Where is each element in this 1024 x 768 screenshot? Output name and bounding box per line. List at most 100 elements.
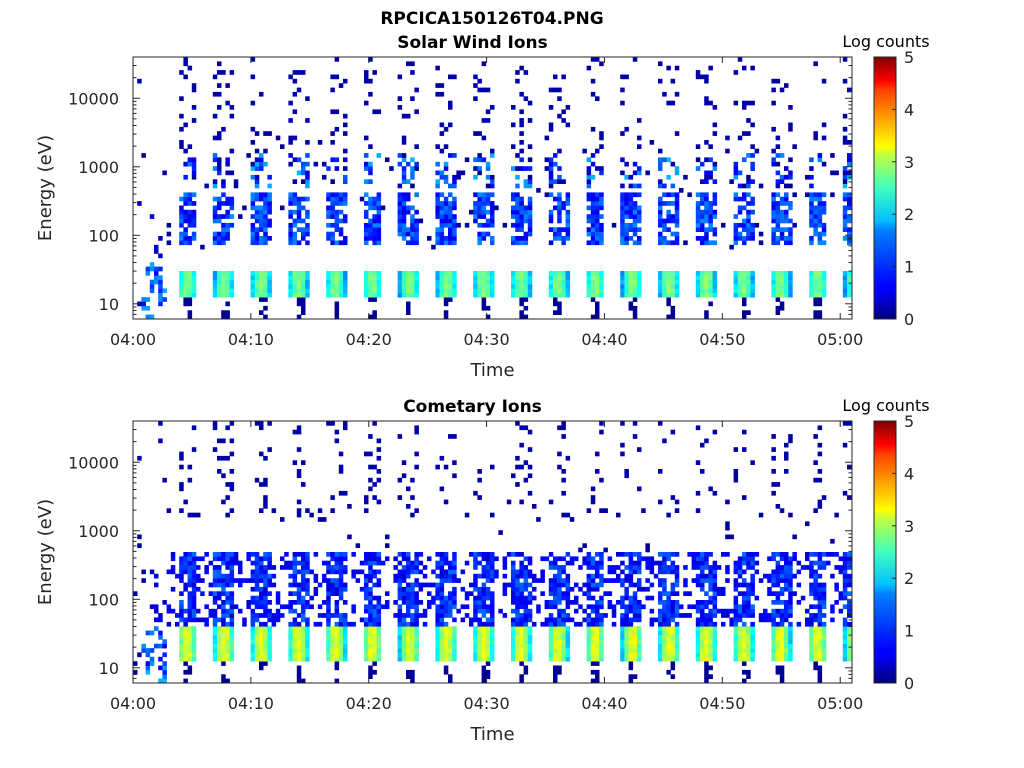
heatmap-cell <box>733 469 739 474</box>
heatmap-cell <box>343 626 348 631</box>
heatmap-cell <box>519 91 524 97</box>
heatmap-cell <box>334 643 340 649</box>
heatmap-cell <box>695 490 701 496</box>
heatmap-cell <box>775 613 781 618</box>
heatmap-cell <box>372 288 377 294</box>
heatmap-cell <box>410 512 415 518</box>
heatmap-cell <box>221 201 226 206</box>
x-tick-label: 04:30 <box>464 330 510 349</box>
heatmap-cell <box>750 582 755 588</box>
heatmap-cell <box>401 569 407 575</box>
heatmap-cell <box>746 591 751 596</box>
heatmap-cell <box>662 617 667 623</box>
heatmap-cell <box>637 565 642 570</box>
heatmap-cell <box>737 222 743 228</box>
heatmap-cell <box>191 174 197 180</box>
heatmap-cell <box>515 78 520 84</box>
heatmap-cell <box>250 586 256 592</box>
heatmap-cell <box>523 635 529 640</box>
heatmap-cell <box>620 87 625 93</box>
heatmap-cell <box>649 560 655 566</box>
heatmap-cell <box>838 591 844 596</box>
heatmap-cell <box>775 170 781 176</box>
heatmap-cell <box>746 656 751 662</box>
heatmap-cell <box>519 678 524 684</box>
heatmap-cell <box>376 648 382 653</box>
heatmap-cell <box>704 438 709 444</box>
heatmap-cell <box>406 240 411 246</box>
heatmap-cell <box>662 292 667 298</box>
heatmap-cell <box>779 573 785 579</box>
heatmap-cell <box>448 678 453 684</box>
heatmap-cell <box>662 656 667 662</box>
heatmap-cell <box>565 600 571 605</box>
heatmap-cell <box>586 595 592 601</box>
heatmap-cell <box>406 279 411 285</box>
heatmap-cell <box>225 161 230 167</box>
heatmap-cell <box>338 271 344 276</box>
heatmap-cell <box>775 665 781 671</box>
heatmap-cell <box>439 573 445 579</box>
heatmap-cell <box>380 560 386 566</box>
heatmap-cell <box>183 227 188 232</box>
heatmap-cell <box>603 578 608 583</box>
heatmap-cell <box>229 635 235 640</box>
heatmap-cell <box>809 205 814 211</box>
heatmap-cell <box>158 613 163 618</box>
heatmap-cell <box>259 421 264 426</box>
heatmap-cell <box>632 674 638 679</box>
heatmap-cell <box>821 652 827 658</box>
heatmap-cell <box>742 648 747 653</box>
heatmap-cell <box>254 604 260 610</box>
heatmap-cell <box>649 556 655 562</box>
heatmap-cell <box>536 578 541 583</box>
heatmap-cell <box>481 678 487 684</box>
heatmap-cell <box>788 227 793 232</box>
heatmap-cell <box>809 604 814 610</box>
heatmap-cell <box>187 639 193 644</box>
heatmap-cell <box>448 573 453 579</box>
heatmap-cell <box>599 288 604 294</box>
heatmap-cell <box>305 284 310 289</box>
heatmap-cell <box>170 565 176 570</box>
heatmap-cell <box>368 434 373 439</box>
heatmap-cell <box>628 301 634 307</box>
heatmap-cell <box>187 275 193 280</box>
heatmap-cell <box>784 648 789 653</box>
heatmap-cell <box>708 214 713 219</box>
heatmap-cell <box>569 586 575 592</box>
heatmap-cell <box>477 495 482 500</box>
heatmap-cell <box>406 608 411 614</box>
heatmap-cell <box>603 591 608 596</box>
heatmap-cell <box>817 552 823 557</box>
heatmap-cell <box>666 301 671 307</box>
heatmap-cell <box>557 586 562 592</box>
heatmap-cell <box>523 578 529 583</box>
heatmap-cell <box>527 231 533 237</box>
heatmap-cell <box>821 560 827 566</box>
heatmap-cell <box>191 613 197 618</box>
heatmap-cell <box>712 582 718 588</box>
heatmap-cell <box>187 595 193 601</box>
heatmap-cell <box>473 573 478 579</box>
heatmap-cell <box>784 271 789 276</box>
heatmap-cell <box>439 91 445 97</box>
heatmap-cell <box>334 635 340 640</box>
heatmap-cell <box>632 639 638 644</box>
heatmap-cell <box>750 565 755 570</box>
heatmap-cell <box>452 240 457 246</box>
heatmap-cell <box>742 183 747 189</box>
heatmap-cell <box>410 591 415 596</box>
heatmap-cell <box>448 613 453 618</box>
heatmap-cell <box>217 214 222 219</box>
heatmap-cell <box>368 288 373 294</box>
heatmap-cell <box>712 209 718 215</box>
heatmap-cell <box>225 425 230 431</box>
heatmap-cell <box>229 205 235 211</box>
heatmap-cell <box>296 87 302 93</box>
heatmap-cell <box>712 630 718 636</box>
heatmap-cell <box>632 240 638 246</box>
heatmap-cell <box>372 240 377 246</box>
heatmap-cell <box>666 656 671 662</box>
heatmap-cell <box>674 565 680 570</box>
